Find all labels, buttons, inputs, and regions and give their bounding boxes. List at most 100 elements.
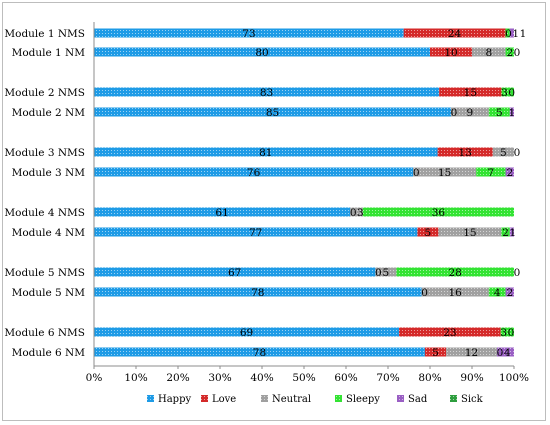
data-label: 4	[504, 347, 511, 359]
bar-segment-texture	[446, 347, 498, 357]
legend-label: Sleepy	[346, 394, 380, 405]
data-label: 2	[506, 287, 513, 299]
x-tick-label: 80%	[418, 372, 441, 384]
x-tick-label: 70%	[376, 372, 399, 384]
data-label: 67	[228, 267, 241, 279]
legend-label: Love	[212, 394, 236, 405]
bar-segment-texture	[94, 227, 418, 237]
data-label: 15	[464, 87, 477, 99]
legend-label: Neutral	[272, 394, 311, 405]
data-label: 5	[383, 267, 390, 279]
category-label: Module 6 NM	[12, 347, 86, 359]
x-tick-label: 40%	[250, 372, 273, 384]
bar-segment-texture	[94, 28, 404, 38]
data-label: 13	[459, 147, 472, 159]
bar-segment-texture	[413, 167, 477, 177]
bar-segment-texture	[94, 47, 430, 57]
legend-swatch-texture	[201, 395, 208, 402]
data-label: 0	[421, 287, 428, 299]
bar-segment-texture	[417, 227, 439, 237]
bar-segment-texture	[488, 287, 506, 297]
bar-segment-texture	[492, 147, 514, 157]
bar-segment-texture	[403, 28, 506, 38]
bar-segment-texture	[505, 167, 514, 177]
data-label: 7	[488, 167, 495, 179]
data-label: 5	[496, 107, 503, 119]
legend-swatch-texture	[335, 395, 342, 402]
data-label: 0	[508, 87, 515, 99]
bar-segment-texture	[501, 227, 510, 237]
bar-segment-texture	[488, 107, 510, 117]
bar-segment-texture	[399, 327, 501, 337]
category-label: Module 2 NMS	[4, 87, 85, 99]
data-label: 1	[512, 28, 519, 40]
x-tick-label: 20%	[166, 372, 189, 384]
bar-segment-texture	[396, 267, 514, 277]
x-axis: 0% 10% 20% 30% 40% 50% 60% 70% 80% 90% 100%	[86, 22, 529, 384]
data-label: 0	[508, 327, 515, 339]
data-label: 77	[249, 227, 262, 239]
data-label: 23	[443, 327, 456, 339]
data-label: 0	[505, 28, 512, 40]
bar-segment-texture	[94, 287, 422, 297]
bar-segment-texture	[94, 327, 400, 337]
bar-segment-texture	[375, 267, 397, 277]
bar-segment-texture	[94, 267, 376, 277]
data-label: 78	[251, 287, 264, 299]
bar-segment-texture	[438, 227, 502, 237]
bar-segment-texture	[94, 347, 425, 357]
data-label: 28	[449, 267, 462, 279]
category-label: Module 3 NM	[12, 167, 86, 179]
data-label: 76	[247, 167, 261, 179]
category-label: Module 3 NMS	[4, 147, 85, 159]
data-label: 73	[242, 28, 255, 40]
data-label: 1	[509, 107, 516, 119]
category-label: Module 2 NM	[12, 107, 86, 119]
category-label: Module 1 NM	[12, 47, 86, 59]
bar-segment-texture	[505, 287, 514, 297]
data-label: 81	[259, 147, 272, 159]
data-label: 5	[432, 347, 439, 359]
x-tick-label: 60%	[334, 372, 357, 384]
bar-segment-texture	[430, 47, 472, 57]
data-label: 1	[509, 227, 516, 239]
bar-segment-texture	[94, 107, 451, 117]
data-label: 0	[497, 347, 504, 359]
data-label: 0	[350, 207, 357, 219]
data-label: 3	[501, 87, 508, 99]
data-label: 9	[467, 107, 474, 119]
bar-segment-texture	[94, 147, 438, 157]
data-label: 80	[255, 47, 268, 59]
x-tick-label: 10%	[124, 372, 147, 384]
bar-segment-texture	[362, 207, 514, 217]
x-tick-label: 30%	[208, 372, 231, 384]
bar-segment-texture	[501, 87, 514, 97]
bar-segment-texture	[509, 28, 514, 38]
bar-segment-texture	[350, 207, 363, 217]
data-label: 3	[500, 327, 507, 339]
bar-segment-texture	[94, 167, 414, 177]
data-label: 36	[432, 207, 446, 219]
data-label: 78	[253, 347, 266, 359]
data-label: 12	[465, 347, 478, 359]
bar-segment-texture	[497, 347, 514, 357]
bar-segment-texture	[472, 47, 506, 57]
data-label: 0	[514, 147, 521, 159]
data-label: 2	[506, 47, 513, 59]
category-label: Module 4 NM	[12, 227, 86, 239]
bar-segment-texture	[505, 47, 514, 57]
legend-swatch-texture	[450, 395, 457, 402]
bar-segment-texture	[94, 87, 440, 97]
bar-segment-texture	[509, 107, 514, 117]
data-label: 0	[514, 267, 521, 279]
legend-label: Sick	[461, 394, 484, 405]
data-label: 5	[425, 227, 432, 239]
category-label: Module 4 NMS	[4, 207, 85, 219]
bar-segment-texture	[500, 327, 514, 337]
bars-layer	[94, 28, 514, 357]
data-label: 83	[260, 87, 273, 99]
category-label: Module 6 NMS	[4, 327, 85, 339]
data-label: 1	[520, 28, 527, 40]
data-labels-layer: 73 24 0 1 180 10 8 2 083 15 3 085 0 9 5 181 13 5 076 0 15 7 26…	[215, 28, 526, 359]
